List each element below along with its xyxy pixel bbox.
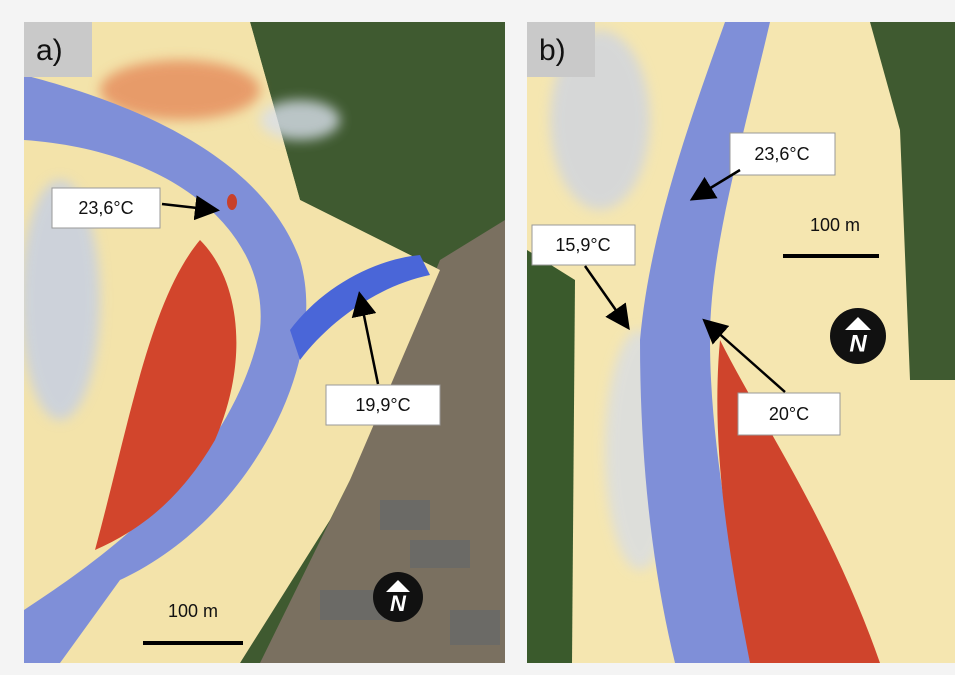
panel-b: [527, 22, 955, 663]
annotation: 19,9°C: [355, 395, 410, 415]
north-label: N: [849, 330, 867, 357]
annotation: 23,6°C: [78, 198, 133, 218]
annotation: 20°C: [769, 404, 809, 424]
panel-label: b): [539, 34, 566, 67]
north-label: N: [390, 591, 407, 616]
scale-bar-label: 100 m: [810, 215, 860, 235]
figure: a) 23,6°C 19,9°C 100 m N b) 23,6°C 15,9°…: [0, 0, 955, 675]
panel-label: a): [36, 34, 63, 67]
scale-bar-label: 100 m: [168, 601, 218, 621]
satellite-forest: [527, 250, 575, 663]
annotation: 15,9°C: [555, 235, 610, 255]
panel-a: [20, 22, 505, 663]
annotation: 23,6°C: [754, 144, 809, 164]
